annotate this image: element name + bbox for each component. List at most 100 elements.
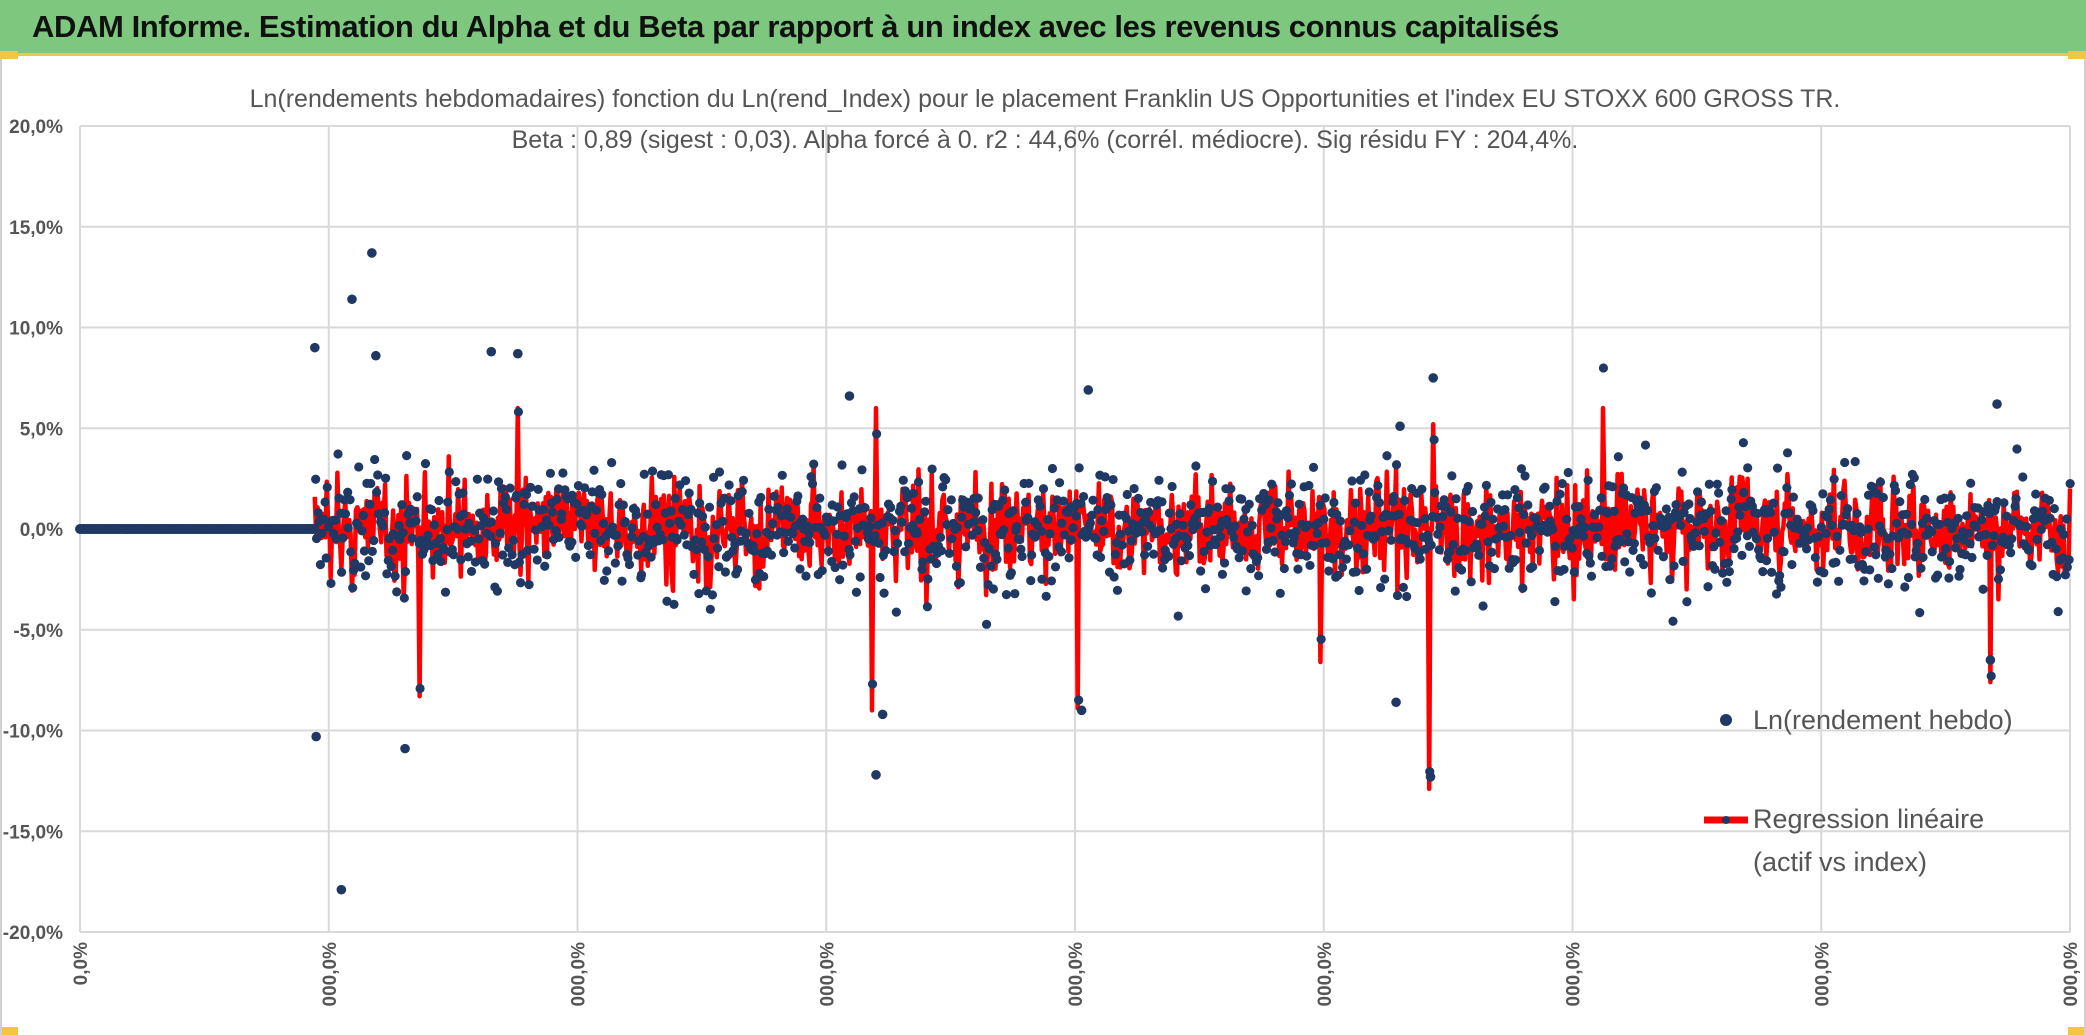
legend-line-dot <box>1722 816 1730 824</box>
data-point <box>1737 550 1747 560</box>
data-point <box>443 497 453 507</box>
data-point <box>1026 575 1036 586</box>
data-point <box>798 514 808 524</box>
data-point <box>1892 518 1902 529</box>
data-point <box>676 520 686 530</box>
data-point <box>1721 506 1731 516</box>
data-point <box>1460 546 1470 556</box>
data-point <box>631 510 641 520</box>
data-point <box>1415 554 1425 564</box>
data-point <box>2065 478 2075 489</box>
data-point <box>1516 464 1527 474</box>
data-point <box>1219 558 1230 568</box>
data-point <box>738 475 749 485</box>
data-point <box>503 557 513 568</box>
data-point <box>1502 490 1513 500</box>
data-point <box>1486 497 1496 507</box>
data-point <box>627 523 637 533</box>
data-point <box>433 549 443 560</box>
data-point <box>920 507 930 517</box>
data-point <box>1253 552 1263 563</box>
data-point <box>1091 534 1101 544</box>
data-point <box>896 501 906 511</box>
data-point <box>2022 521 2032 532</box>
data-point <box>1370 532 1380 542</box>
data-point <box>1559 564 1569 575</box>
data-point <box>1816 522 1826 532</box>
data-point <box>1108 474 1118 485</box>
data-point <box>429 520 440 530</box>
data-point <box>1239 514 1249 524</box>
data-point <box>879 588 889 598</box>
data-point <box>1761 556 1772 566</box>
data-point <box>1275 588 1285 598</box>
data-point <box>839 531 849 541</box>
legend-scatter-label: Ln(rendement hebdo) <box>1753 705 2013 735</box>
data-point <box>2052 572 2062 582</box>
data-point <box>415 683 425 694</box>
data-point <box>851 587 862 597</box>
data-point <box>1878 492 1888 503</box>
data-point <box>795 564 805 574</box>
data-point <box>1466 577 1476 587</box>
data-point <box>333 449 343 459</box>
data-point <box>662 596 672 606</box>
data-point <box>1993 574 2004 584</box>
data-point <box>855 572 865 582</box>
data-point <box>420 459 431 469</box>
outlier-point <box>877 709 888 720</box>
chart-subtitle: Beta : 0,89 (sigest : 0,03). Alpha forcé… <box>512 126 1579 154</box>
data-point <box>495 528 505 538</box>
data-point <box>1315 500 1325 510</box>
data-point <box>1584 551 1594 561</box>
data-point <box>921 496 931 506</box>
data-point <box>749 546 759 556</box>
data-point <box>1905 479 1915 490</box>
data-point <box>938 482 948 492</box>
data-point <box>599 575 609 585</box>
data-point <box>1035 501 1045 511</box>
data-point <box>1399 495 1410 506</box>
data-point <box>1823 512 1833 523</box>
data-point <box>2038 506 2048 516</box>
data-point <box>456 555 466 565</box>
data-point <box>1270 547 1280 557</box>
data-point <box>1550 541 1560 551</box>
outlier-point <box>1992 399 2002 409</box>
data-point <box>1967 552 1977 563</box>
outlier-point <box>486 346 497 357</box>
data-point <box>1384 526 1394 536</box>
data-point <box>1192 520 1202 530</box>
data-point <box>1722 577 1732 587</box>
data-point <box>1087 510 1097 520</box>
data-point <box>1586 571 1597 581</box>
corner-accent-left <box>0 51 18 59</box>
outlier-point <box>1428 373 1438 383</box>
data-point <box>783 536 794 546</box>
data-point <box>2007 534 2017 544</box>
data-point <box>845 550 855 560</box>
data-point <box>1186 500 1196 510</box>
data-point <box>585 550 595 560</box>
data-point <box>1927 547 1937 557</box>
data-point <box>394 520 404 531</box>
y-tick-label: -20,0% <box>3 923 63 944</box>
data-point <box>1376 582 1386 593</box>
data-point <box>348 583 358 593</box>
data-point <box>1027 550 1037 560</box>
data-point <box>1109 572 1119 582</box>
data-point <box>1316 634 1326 644</box>
data-point <box>616 478 626 489</box>
data-point <box>1433 529 1443 539</box>
data-point <box>768 519 778 529</box>
data-point <box>898 475 908 485</box>
data-point <box>1097 516 1107 526</box>
data-point <box>1049 503 1059 513</box>
data-point <box>1782 448 1793 458</box>
data-point <box>1544 501 1555 511</box>
data-point <box>705 604 715 614</box>
data-point <box>1895 497 1905 507</box>
data-point <box>1125 555 1135 565</box>
data-point <box>1763 533 1773 543</box>
data-point <box>1613 452 1623 462</box>
